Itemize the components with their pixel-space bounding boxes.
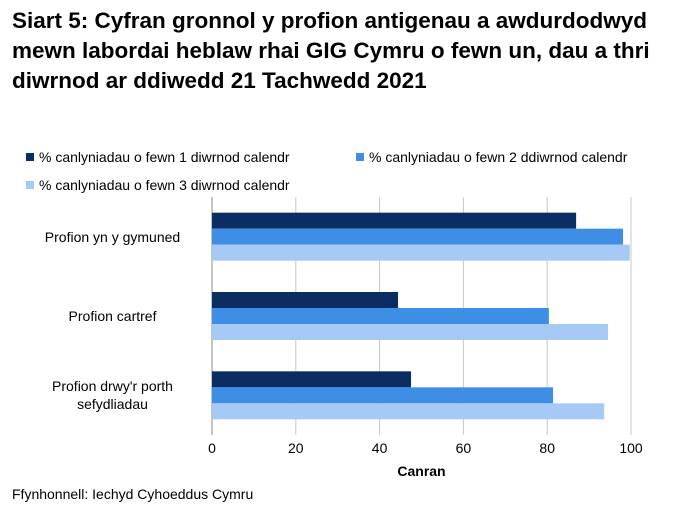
bar xyxy=(212,244,630,261)
y-tick-label: Profion cartref xyxy=(68,308,157,324)
x-axis-title: Canran xyxy=(397,463,445,479)
legend-swatch xyxy=(26,153,34,161)
bar xyxy=(212,212,577,229)
legend: % canlyniadau o fewn 1 diwrnod calendr % … xyxy=(26,143,686,199)
legend-item: % canlyniadau o fewn 2 ddiwrnod calendr xyxy=(356,143,686,171)
chart-title: Siart 5: Cyfran gronnol y profion antige… xyxy=(12,8,650,93)
legend-swatch xyxy=(356,153,364,161)
bar xyxy=(212,308,549,324)
x-tick-label: 40 xyxy=(372,440,388,456)
bar xyxy=(212,403,605,420)
legend-swatch xyxy=(26,181,34,189)
bar xyxy=(212,292,399,308)
bar xyxy=(212,324,608,340)
x-tick-label: 60 xyxy=(456,440,472,456)
legend-item: % canlyniadau o fewn 1 diwrnod calendr xyxy=(26,143,356,171)
legend-item: % canlyniadau o fewn 3 diwrnod calendr xyxy=(26,171,356,199)
legend-label: % canlyniadau o fewn 3 diwrnod calendr xyxy=(39,177,290,193)
source: Ffynhonnell: Iechyd Cyhoeddus Cymru xyxy=(12,486,254,502)
x-tick-label: 100 xyxy=(619,440,643,456)
bar xyxy=(212,228,624,245)
x-tick-label: 0 xyxy=(208,440,216,456)
x-tick-label: 20 xyxy=(288,440,304,456)
y-tick-label: Profion drwy'r porth sefydliadau xyxy=(52,378,173,413)
bar xyxy=(212,371,412,388)
x-tick-label: 80 xyxy=(539,440,555,456)
legend-label: % canlyniadau o fewn 2 ddiwrnod calendr xyxy=(369,149,628,165)
legend-label: % canlyniadau o fewn 1 diwrnod calendr xyxy=(39,149,290,165)
bar xyxy=(212,387,554,404)
y-tick-label: Profion yn y gymuned xyxy=(44,228,181,245)
